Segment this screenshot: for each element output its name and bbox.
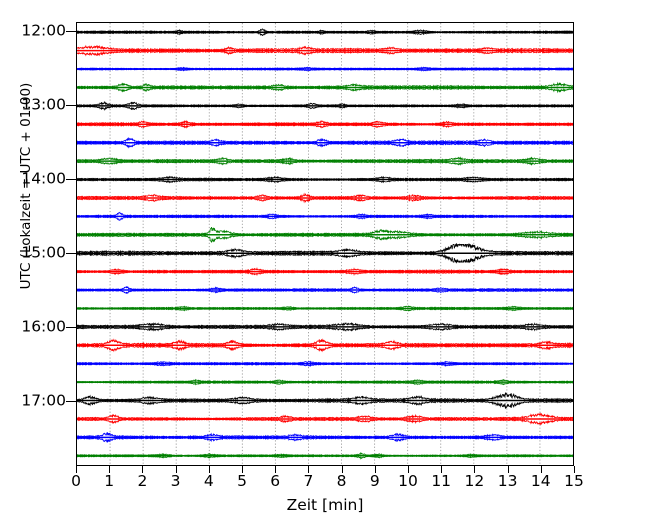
trace-12-00 — [77, 28, 573, 36]
y-tick-label-17-00: 17:00 — [21, 391, 66, 410]
x-tick-mark — [408, 466, 409, 473]
trace-17-45 — [77, 451, 573, 460]
x-tick-label-0: 0 — [71, 472, 81, 490]
x-tick-label-1: 1 — [104, 472, 115, 490]
seismogram-traces — [77, 28, 573, 460]
trace-17-15 — [77, 412, 573, 426]
x-tick-mark — [308, 466, 310, 473]
y-tick-mark — [66, 401, 76, 403]
y-tick-mark — [66, 327, 76, 329]
trace-15-30 — [77, 286, 573, 295]
x-tick-label-3: 3 — [170, 472, 181, 490]
trace-16-45 — [77, 378, 573, 386]
plot-area[interactable] — [76, 22, 574, 466]
y-tick-mark — [66, 105, 76, 107]
x-tick-mark — [341, 466, 343, 473]
x-tick-label-7: 7 — [303, 472, 314, 490]
trace-15-45 — [77, 305, 573, 312]
trace-17-30 — [77, 431, 573, 443]
trace-16-15 — [77, 338, 573, 353]
x-tick-mark — [474, 466, 476, 473]
x-tick-label-6: 6 — [270, 472, 281, 490]
x-tick-label-8: 8 — [336, 472, 347, 490]
x-tick-label-10: 10 — [398, 472, 418, 490]
y-tick-mark — [66, 179, 76, 181]
x-tick-mark — [208, 466, 210, 473]
x-axis-tick-mark-group — [76, 466, 575, 474]
x-tick-mark — [142, 466, 144, 473]
trace-14-30 — [77, 211, 573, 222]
y-tick-label-16-00: 16:00 — [21, 317, 66, 336]
y-tick-label-14-00: 14:00 — [21, 169, 66, 188]
y-tick-label-15-00: 15:00 — [21, 243, 66, 262]
x-tick-label-9: 9 — [369, 472, 380, 490]
x-axis-label: Zeit [min] — [286, 496, 364, 514]
x-tick-label-13: 13 — [497, 472, 518, 490]
y-axis-tick-mark-group — [66, 22, 76, 466]
trace-13-30 — [77, 136, 573, 149]
x-tick-mark — [76, 466, 77, 473]
x-tick-label-5: 5 — [237, 472, 247, 490]
trace-14-00 — [77, 175, 573, 184]
x-tick-label-11: 11 — [431, 472, 452, 490]
x-tick-mark — [242, 466, 243, 473]
trace-12-30 — [77, 66, 573, 72]
x-tick-mark — [275, 466, 277, 473]
trace-13-15 — [77, 119, 573, 129]
trace-12-45 — [77, 81, 573, 94]
x-tick-label-2: 2 — [137, 472, 148, 490]
trace-15-00 — [77, 242, 573, 264]
trace-13-00 — [77, 100, 573, 111]
x-tick-mark — [507, 466, 509, 473]
trace-17-00 — [77, 391, 573, 410]
trace-14-45 — [77, 226, 573, 243]
x-axis-tick-label-group: 0 1 2 3 4 5 6 7 8 9 10 11 12 13 14 15 — [71, 472, 584, 496]
trace-16-00 — [77, 322, 573, 332]
x-tick-label-4: 4 — [203, 472, 214, 490]
x-tick-label-12: 12 — [464, 472, 485, 490]
y-axis-tick-label-group: 12:00 13:00 14:00 15:00 16:00 17:00 — [0, 22, 66, 466]
y-tick-mark — [66, 253, 76, 255]
x-tick-mark — [109, 466, 111, 473]
x-tick-mark — [574, 466, 575, 473]
trace-14-15 — [77, 192, 573, 204]
x-tick-mark — [374, 466, 376, 473]
x-tick-mark — [175, 466, 177, 473]
y-tick-label-13-00: 13:00 — [21, 95, 66, 114]
trace-15-15 — [77, 266, 573, 277]
x-tick-mark — [441, 466, 443, 473]
trace-16-30 — [77, 360, 573, 367]
x-tick-mark — [540, 466, 542, 473]
trace-13-45 — [77, 156, 573, 166]
x-tick-label-14: 14 — [530, 472, 551, 490]
x-tick-label-15: 15 — [564, 472, 584, 490]
y-tick-mark — [66, 31, 76, 33]
y-tick-label-12-00: 12:00 — [21, 21, 66, 40]
trace-12-15 — [77, 44, 573, 57]
